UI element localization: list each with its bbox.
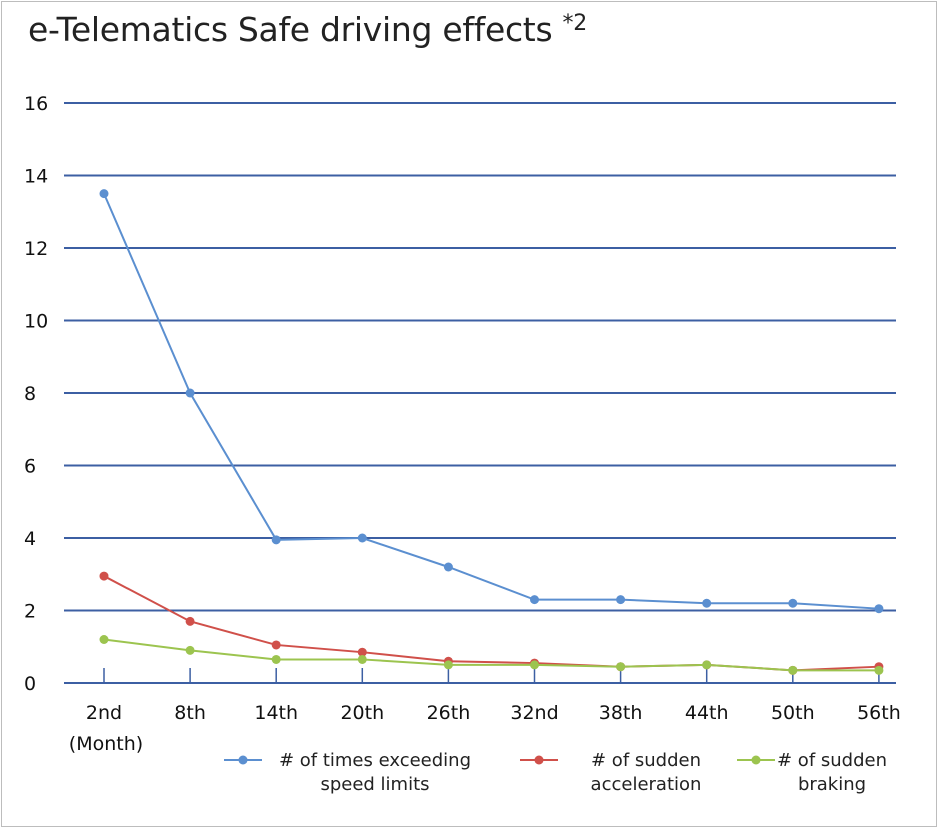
legend-label-2-line-1: braking bbox=[798, 774, 866, 795]
data-point-0-32nd bbox=[530, 595, 539, 605]
y-tick-label-0: 0 bbox=[24, 673, 36, 695]
data-point-0-14th bbox=[271, 535, 281, 545]
data-point-0-50th bbox=[788, 598, 798, 608]
series-group bbox=[99, 189, 884, 675]
legend-item-1: # of sudden acceleration bbox=[520, 750, 701, 795]
x-axis-unit-label: (Month) bbox=[69, 733, 143, 755]
data-point-2-44th bbox=[702, 660, 712, 670]
data-point-0-8th bbox=[185, 388, 195, 398]
legend-item-2: # of sudden braking bbox=[737, 750, 887, 795]
data-point-2-20th bbox=[357, 654, 367, 664]
data-point-1-20th bbox=[357, 647, 367, 657]
x-tick-label-14th: 14th bbox=[254, 702, 298, 724]
data-point-1-2nd bbox=[99, 571, 109, 581]
series-1 bbox=[99, 571, 884, 675]
data-point-2-50th bbox=[788, 665, 798, 675]
legend-label-1-line-0: # of sudden bbox=[591, 750, 701, 771]
data-point-0-20th bbox=[357, 533, 367, 543]
data-point-1-14th bbox=[271, 640, 281, 650]
chart-title-text: e-Telematics Safe driving effects bbox=[28, 10, 553, 49]
legend-label-1-line-1: acceleration bbox=[591, 774, 702, 795]
data-point-2-8th bbox=[185, 645, 195, 655]
x-tick-label-32nd: 32nd bbox=[510, 702, 558, 724]
data-point-0-56th bbox=[874, 604, 884, 614]
x-tick-label-56th: 56th bbox=[857, 702, 901, 724]
data-point-2-38th bbox=[616, 662, 626, 672]
data-point-2-2nd bbox=[99, 635, 109, 644]
x-tick-label-50th: 50th bbox=[771, 702, 815, 724]
data-point-0-38th bbox=[616, 595, 626, 605]
legend-swatch-dot-0 bbox=[238, 755, 248, 765]
x-tick-label-38th: 38th bbox=[599, 702, 643, 724]
data-point-1-8th bbox=[185, 616, 195, 626]
x-tick-label-44th: 44th bbox=[685, 702, 729, 724]
data-point-0-2nd bbox=[99, 189, 109, 199]
y-tick-label-4: 4 bbox=[24, 528, 36, 550]
data-point-0-44th bbox=[702, 598, 712, 608]
data-point-2-56th bbox=[874, 665, 884, 675]
legend: # of times exceeding speed limits # of sud… bbox=[224, 750, 887, 795]
y-tick-label-6: 6 bbox=[24, 456, 36, 478]
y-tick-label-12: 12 bbox=[24, 238, 48, 260]
y-tick-label-14: 14 bbox=[24, 166, 48, 188]
x-tick-label-8th: 8th bbox=[174, 702, 206, 724]
y-tick-label-16: 16 bbox=[24, 93, 48, 115]
legend-item-0: # of times exceeding speed limits bbox=[224, 750, 471, 795]
series-line-0 bbox=[103, 193, 879, 610]
legend-label-0-line-1: speed limits bbox=[320, 774, 429, 795]
legend-swatch-dot-2 bbox=[751, 755, 761, 765]
data-point-2-32nd bbox=[530, 660, 539, 670]
y-tick-label-10: 10 bbox=[24, 311, 48, 333]
x-tick-label-26th: 26th bbox=[427, 702, 471, 724]
chart-title: e-Telematics Safe driving effects *2 bbox=[28, 10, 587, 49]
y-tick-label-2: 2 bbox=[24, 601, 36, 623]
data-point-2-14th bbox=[271, 654, 281, 664]
y-tick-label-8: 8 bbox=[24, 383, 36, 405]
x-axis-ticks: 2nd 8th 14th 20th 26th 32nd 38th 44th 50th 56th (M… bbox=[69, 668, 901, 755]
series-line-2 bbox=[103, 638, 879, 672]
y-axis-ticks: 0 2 4 6 8 10 12 14 16 bbox=[24, 93, 48, 695]
data-point-0-26th bbox=[443, 562, 453, 572]
x-tick-label-2nd: 2nd bbox=[86, 702, 122, 724]
legend-label-2-line-0: # of sudden bbox=[777, 750, 887, 771]
series-2 bbox=[99, 635, 884, 675]
x-tick-label-20th: 20th bbox=[340, 702, 384, 724]
series-0 bbox=[99, 189, 884, 614]
legend-label-0-line-0: # of times exceeding bbox=[279, 750, 471, 771]
data-point-2-26th bbox=[443, 660, 453, 670]
series-line-1 bbox=[103, 575, 879, 672]
legend-swatch-dot-1 bbox=[534, 755, 544, 765]
gridlines bbox=[64, 102, 896, 684]
chart-title-superscript: *2 bbox=[562, 11, 588, 36]
